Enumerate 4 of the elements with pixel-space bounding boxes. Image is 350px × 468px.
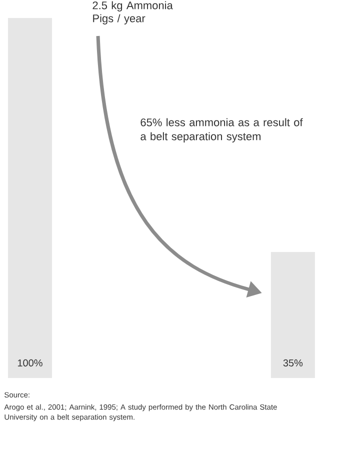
data-label: 35% <box>283 359 303 366</box>
annotation: 2.5 kg Ammonia Pigs / year <box>92 1 173 24</box>
data-label: 100% <box>18 359 42 366</box>
annotation: 65% less ammonia as a result of a belt separation system <box>140 118 303 142</box>
